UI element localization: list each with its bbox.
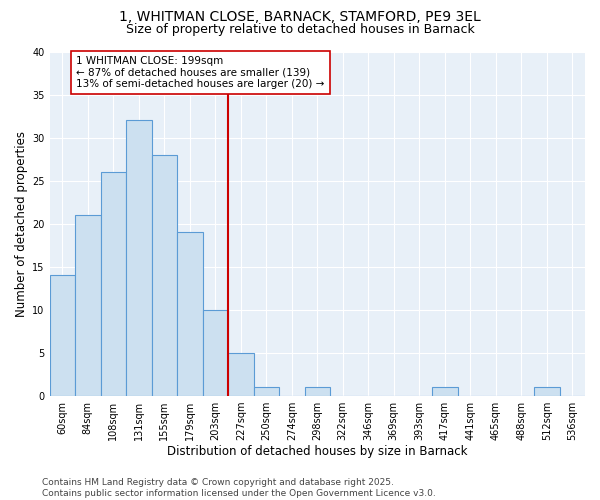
Bar — [75, 215, 101, 396]
Bar — [152, 155, 177, 396]
Bar — [126, 120, 152, 396]
Bar — [534, 388, 560, 396]
Bar — [305, 388, 330, 396]
Text: Size of property relative to detached houses in Barnack: Size of property relative to detached ho… — [125, 22, 475, 36]
Bar — [254, 388, 279, 396]
Text: 1, WHITMAN CLOSE, BARNACK, STAMFORD, PE9 3EL: 1, WHITMAN CLOSE, BARNACK, STAMFORD, PE9… — [119, 10, 481, 24]
Bar — [228, 353, 254, 396]
Bar — [432, 388, 458, 396]
Text: 1 WHITMAN CLOSE: 199sqm
← 87% of detached houses are smaller (139)
13% of semi-d: 1 WHITMAN CLOSE: 199sqm ← 87% of detache… — [76, 56, 325, 89]
X-axis label: Distribution of detached houses by size in Barnack: Distribution of detached houses by size … — [167, 444, 467, 458]
Bar — [177, 232, 203, 396]
Bar — [101, 172, 126, 396]
Text: Contains HM Land Registry data © Crown copyright and database right 2025.
Contai: Contains HM Land Registry data © Crown c… — [42, 478, 436, 498]
Bar — [50, 276, 75, 396]
Bar — [203, 310, 228, 396]
Y-axis label: Number of detached properties: Number of detached properties — [15, 130, 28, 316]
